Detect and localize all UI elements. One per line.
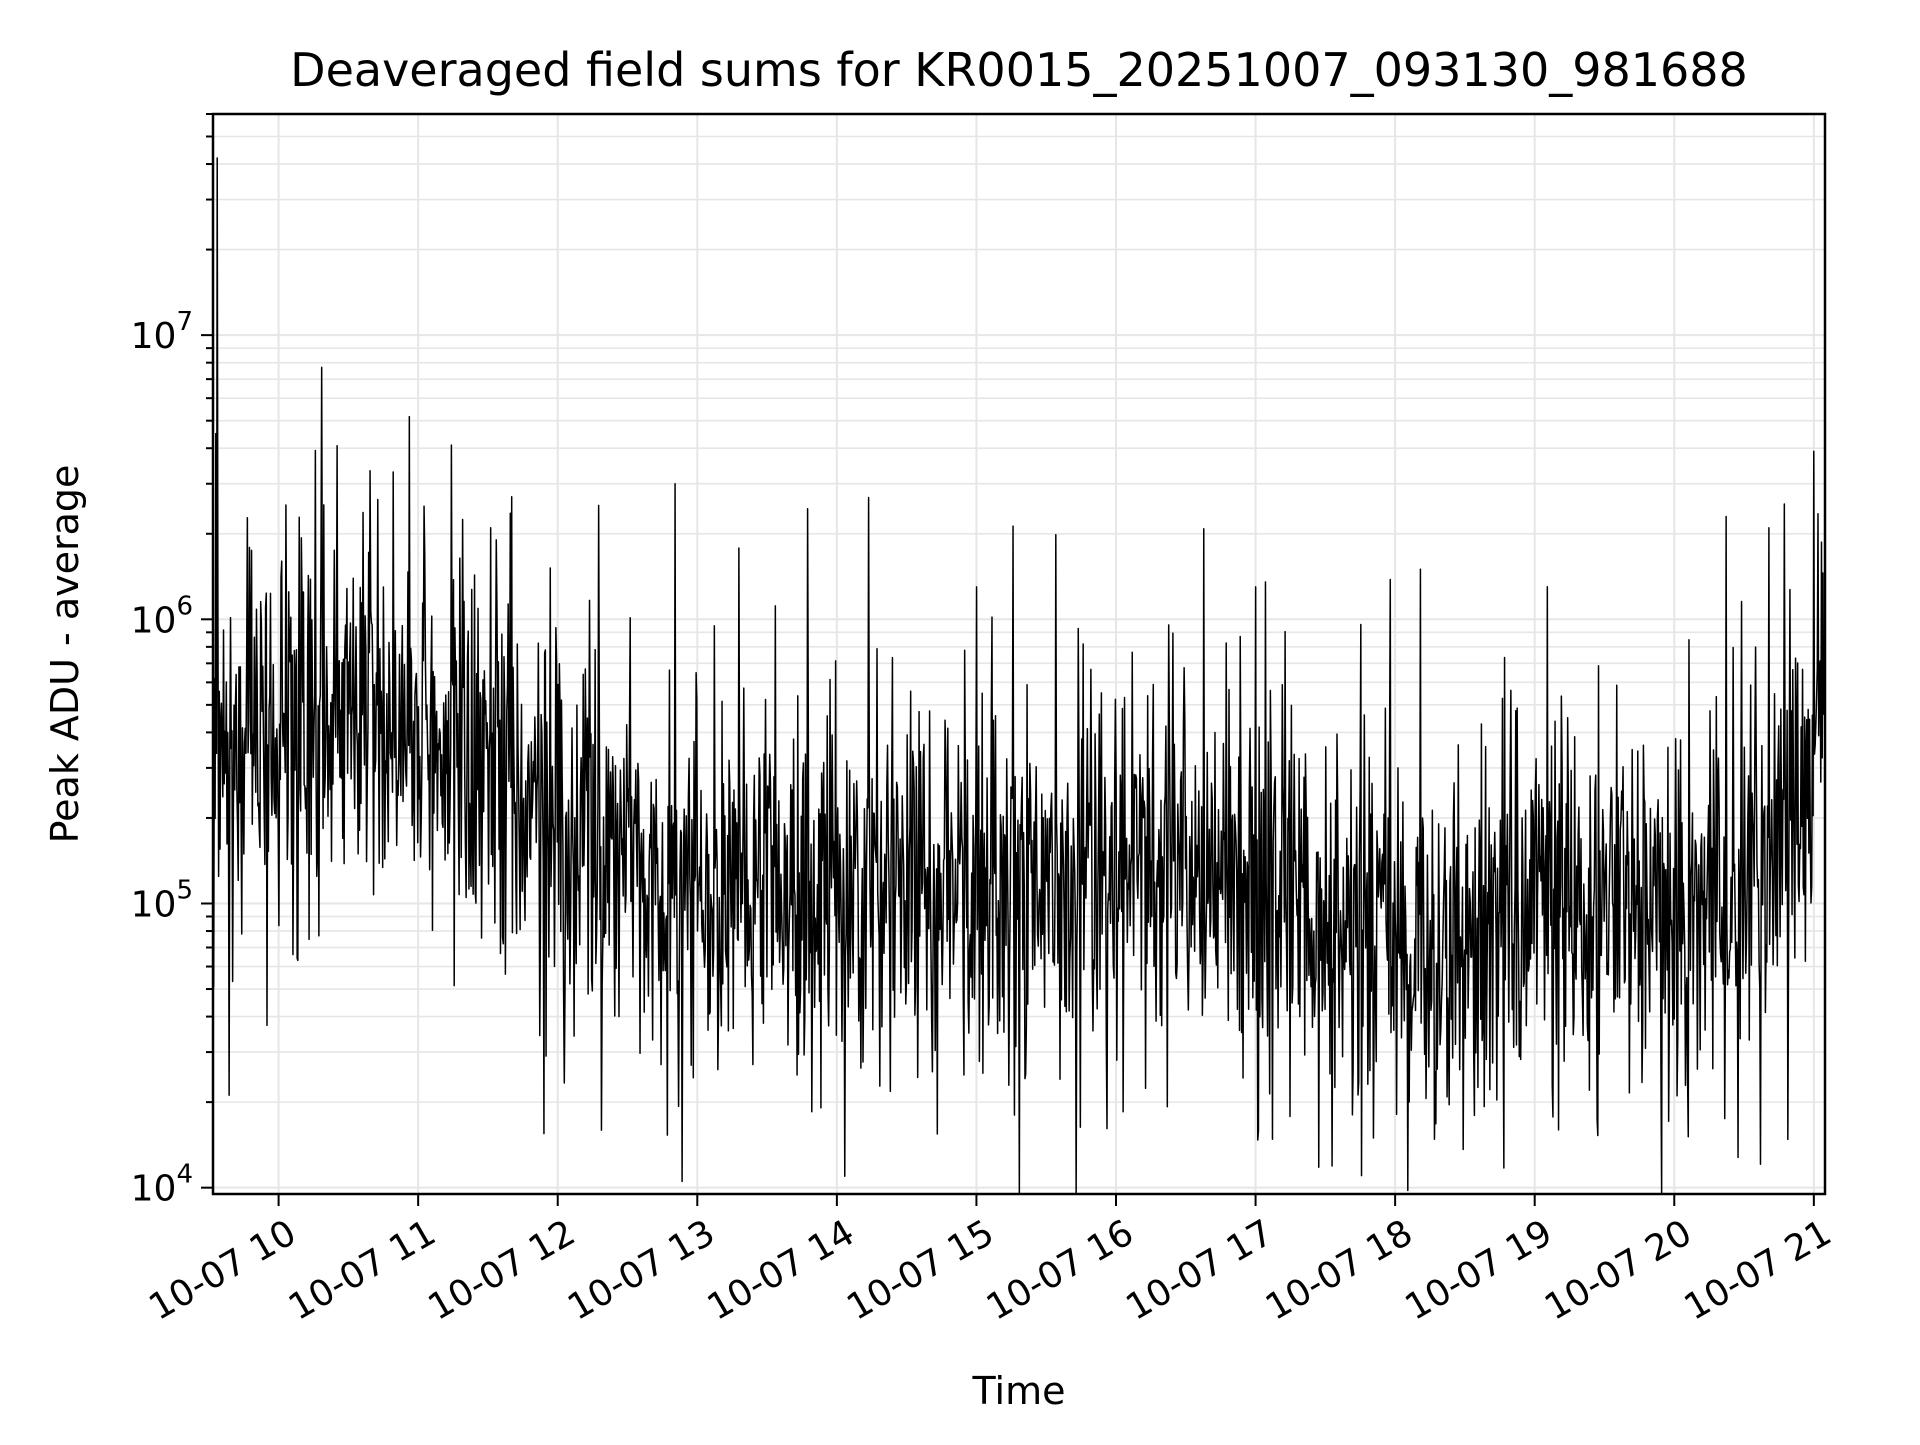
x-axis-label: Time: [972, 1369, 1066, 1413]
data-series-line: [212, 157, 1826, 1195]
y-tick-base: 10: [131, 600, 177, 641]
y-tick-exponent: 5: [176, 875, 193, 905]
data-series: [212, 157, 1826, 1195]
y-axis-label: Peak ADU - average: [43, 465, 87, 844]
y-tick-base: 10: [131, 884, 177, 925]
y-tick-label: 107: [131, 307, 193, 357]
plot-area-frame: [211, 112, 1827, 1196]
y-tick-label: 104: [131, 1160, 193, 1210]
y-tick-exponent: 6: [176, 591, 193, 621]
y-tick-base: 10: [131, 316, 177, 357]
y-tick-label: 105: [131, 875, 193, 925]
y-tick-exponent: 4: [176, 1160, 193, 1190]
y-tick-base: 10: [131, 1169, 177, 1210]
y-tick-label: 106: [131, 591, 193, 641]
chart-title: Deaveraged field sums for KR0015_2025100…: [290, 43, 1748, 97]
y-tick-exponent: 7: [176, 307, 193, 337]
